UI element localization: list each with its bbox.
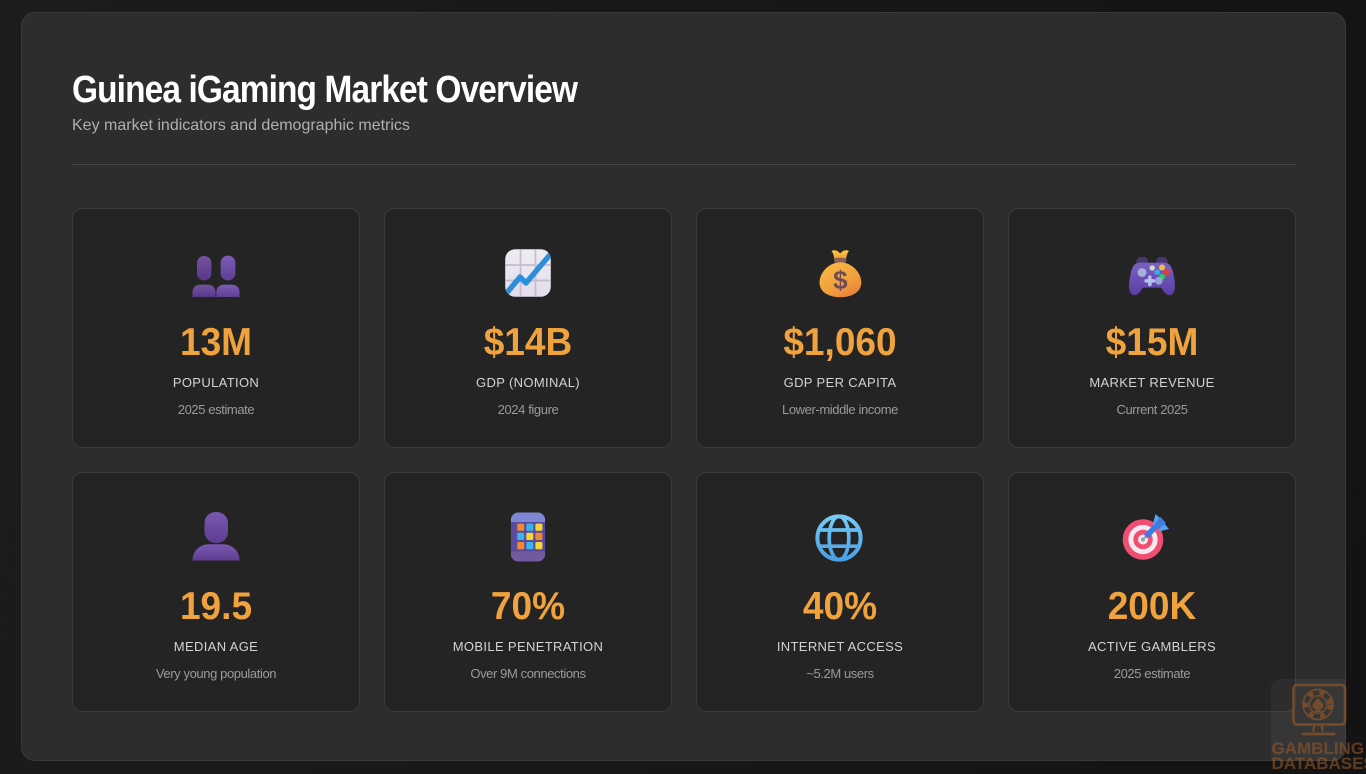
svg-text:$: $ [833, 265, 848, 295]
